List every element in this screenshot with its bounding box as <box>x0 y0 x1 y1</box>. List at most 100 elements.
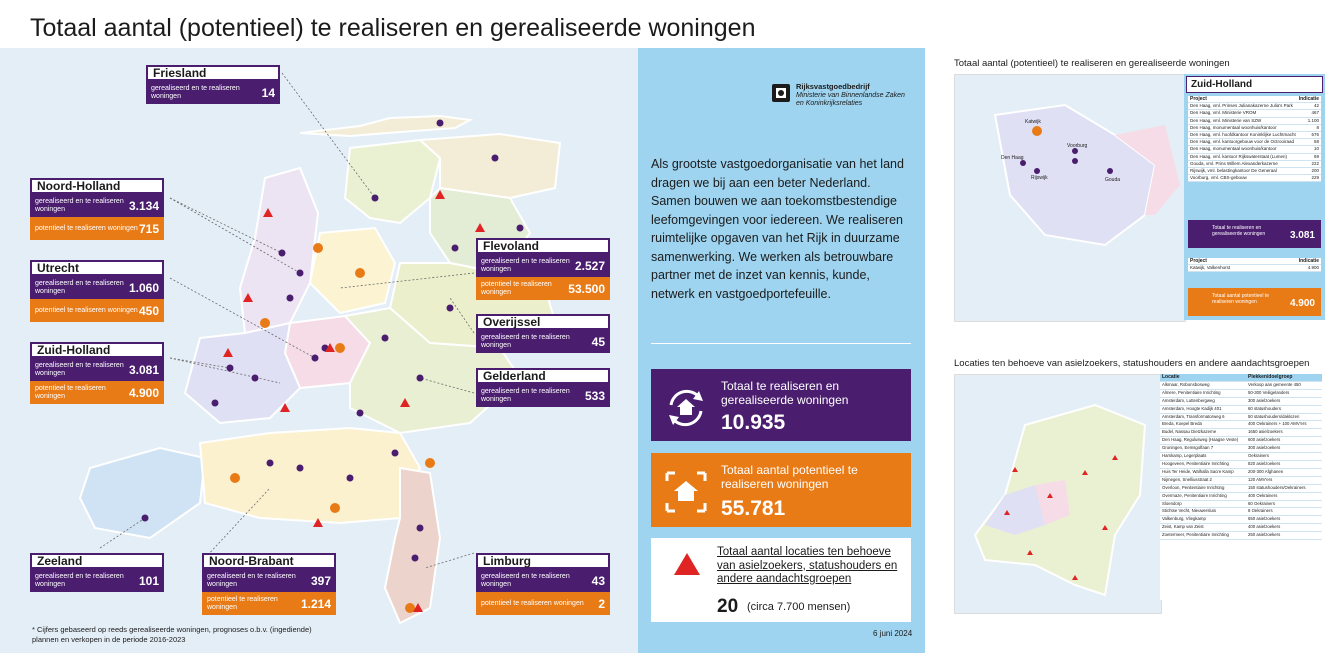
potential-label: potentieel te realiseren woningen <box>481 280 552 296</box>
realised-value: 1.060 <box>128 280 159 295</box>
realised-label: gerealiseerd en te realiseren woningen <box>151 84 240 100</box>
page-title: Totaal aantal (potentieel) te realiseren… <box>30 14 756 42</box>
date: 6 juni 2024 <box>873 629 913 638</box>
kpi-total-realised: Totaal te realiseren en gerealiseerde wo… <box>651 369 911 441</box>
province-name: Noord-Brabant <box>202 553 336 569</box>
table-row: Overmaze, Penitentiaire Inrichting 400 Oe… <box>1160 493 1322 501</box>
zh-map <box>993 103 1180 247</box>
wadden-islands <box>299 114 474 138</box>
col-indicatie: Indicatie <box>1298 96 1319 102</box>
zh-potential-table: Project Indicatie Katwijk, Valkenhorst 4.9… <box>1188 258 1321 273</box>
table-row: Gouda, vml. Prins Willem Alexanderkazern… <box>1188 161 1321 169</box>
divider <box>651 343 911 344</box>
table-row: Hoogeveen, Penitentiaire Inrichting 820 a… <box>1160 461 1322 469</box>
realised-value: 397 <box>310 573 331 588</box>
zh-map-title: Totaal aantal (potentieel) te realiseren… <box>954 58 1230 69</box>
table-row: Den Haag, vml. Ministerie VROM 467 <box>1188 110 1321 118</box>
table-row: Zeist, Kamp van Zeist 400 asielzoekers <box>1160 524 1322 533</box>
city-label: Gouda <box>1105 177 1121 183</box>
crest-icon <box>772 84 790 102</box>
table-row: Rijswijk, vml. belastingkantoor De Gener… <box>1188 168 1321 176</box>
table-row: Huis Ter Heide, Walhalla Sacre Kamp 200-3… <box>1160 469 1322 477</box>
region-limburg <box>383 466 442 625</box>
realised-value: 101 <box>138 573 159 588</box>
table-row: Alkmaar, Robonsbosweg Verkoop aan gemeent… <box>1160 382 1322 390</box>
house-cycle-icon <box>669 389 703 427</box>
realised-value: 533 <box>584 388 605 403</box>
potential-label: potentieel te realiseren woningen <box>35 224 138 232</box>
potential-label: potentieel te realiseren woningen <box>481 599 584 607</box>
realised-value: 2.527 <box>574 258 605 273</box>
province-name: Overijssel <box>476 314 610 330</box>
potential-location-dots <box>230 243 435 613</box>
region-groningen <box>417 132 562 200</box>
province-box-zeeland: Zeeland gerealiseerd en te realiseren wo… <box>30 553 164 592</box>
logo-text: Rijksvastgoedbedrijf Ministerie van Binn… <box>796 83 906 108</box>
logo-ministry: Ministerie van Binnenlandse Zaken en Kon… <box>796 92 905 107</box>
footnote: * Cijfers gebaseerd op reeds gerealiseer… <box>32 625 312 644</box>
kpi-value: 10.935 <box>721 411 786 434</box>
zh-total-potential: Totaal aantal potentieel te realiseren w… <box>1188 288 1321 316</box>
realised-label: gerealiseerd en te realiseren woningen <box>207 572 296 588</box>
table-row: Amsterdam, Hoogte Kadijk 401 60 statushou… <box>1160 406 1322 414</box>
province-name: Limburg <box>476 553 610 569</box>
realised-label: gerealiseerd en te realiseren woningen <box>481 333 570 349</box>
realised-value: 3.081 <box>128 362 159 377</box>
realised-label: gerealiseerd en te realiseren woningen <box>35 197 124 213</box>
table-row: Katwijk, Valkenhorst 4.900 <box>1188 265 1321 273</box>
province-box-noord-brabant: Noord-Brabant gerealiseerd en te realise… <box>202 553 336 615</box>
city-label: Den Haag <box>1001 155 1024 161</box>
asylum-location-triangles <box>223 190 485 612</box>
asylum-map-title: Locaties ten behoeve van asielzoekers, s… <box>954 358 1310 369</box>
province-name: Flevoland <box>476 238 610 254</box>
table-row: Den Haag, vml. Ministerie van SZW 1.100 <box>1188 118 1321 125</box>
city-label: Rijswijk <box>1031 175 1048 181</box>
zh-total-realised: Totaal te realiseren en gerealiseerde wo… <box>1188 220 1321 248</box>
region-noord-holland <box>238 166 320 335</box>
province-box-flevoland: Flevoland gerealiseerd en te realiseren … <box>476 238 610 300</box>
table-row: Nijmegen, Snelliusstraat 2 120 AMV'ers <box>1160 477 1322 485</box>
realised-label: gerealiseerd en te realiseren woningen <box>35 572 124 588</box>
realised-value: 43 <box>591 573 605 588</box>
potential-label: potentieel te realiseren woningen <box>35 306 138 314</box>
triangle-icon <box>674 553 700 575</box>
kpi-label: Totaal te realiseren en gerealiseerde wo… <box>721 379 849 407</box>
region-zeeland <box>78 446 207 540</box>
intro-text: Als grootste vastgoedorganisatie van het… <box>651 157 904 301</box>
potential-value: 1.214 <box>300 596 331 611</box>
kpi-total-potential: Totaal aantal potentieel te realiseren w… <box>651 453 911 527</box>
table-row: Den Haag, vml. kantoorgebouw voor de Oct… <box>1188 139 1321 147</box>
province-name: Noord-Holland <box>30 178 164 194</box>
col-locatie: Locatie <box>1162 374 1180 380</box>
province-box-friesland: Friesland gerealiseerd en te realiseren … <box>146 65 280 104</box>
city-label: Voorburg <box>1067 143 1088 149</box>
potential-value: 4.900 <box>128 385 159 400</box>
realised-value: 45 <box>591 334 605 349</box>
table-row: Overloon, Penitentiaire Inrichting 150 st… <box>1160 485 1322 493</box>
region-zuid-holland <box>183 321 302 425</box>
province-box-gelderland: Gelderland gerealiseerd en te realiseren… <box>476 368 610 407</box>
col-project: Project <box>1190 96 1207 102</box>
asylum-map-thumbnail <box>954 374 1162 614</box>
col-plekken: Plekken/doelgroep <box>1248 374 1293 380</box>
table-row: Amsterdam, Transformatorweg 6 50 statusho… <box>1160 414 1322 422</box>
realised-label: gerealiseerd en te realiseren woningen <box>35 279 124 295</box>
city-label: Katwijk <box>1025 119 1041 125</box>
realised-location-dots <box>141 119 524 562</box>
realised-label: gerealiseerd en te realiseren woningen <box>481 572 570 588</box>
province-name: Zuid-Holland <box>30 342 164 358</box>
zh-detail-panel: Zuid-Holland Project Indicatie Den Haag, … <box>1184 74 1325 320</box>
table-row: Den Haag, Regulusweg (Haagse Veste) 600 a… <box>1160 437 1322 446</box>
realised-label: gerealiseerd en te realiseren woningen <box>35 361 124 377</box>
province-box-utrecht: Utrecht gerealiseerd en te realiseren wo… <box>30 260 164 322</box>
table-row: Sloendorp 60 Oekrainers <box>1160 501 1322 509</box>
asylum-map <box>973 403 1147 597</box>
leader-lines <box>99 72 475 569</box>
table-row: Almere, Penitentiaire Inrichting 50-300 V… <box>1160 390 1322 398</box>
table-row: Den Haag, monumentaal woonhuis/kantoor 10 <box>1188 146 1321 154</box>
kpi-note: (circa 7.700 mensen) <box>747 601 851 613</box>
province-name: Gelderland <box>476 368 610 384</box>
kpi-label: Totaal aantal locaties ten behoeve van a… <box>717 546 898 585</box>
table-row: Den Haag, vml. Prinses Julianakazerne Ju… <box>1188 103 1321 111</box>
realised-label: gerealiseerd en te realiseren woningen <box>481 257 570 273</box>
